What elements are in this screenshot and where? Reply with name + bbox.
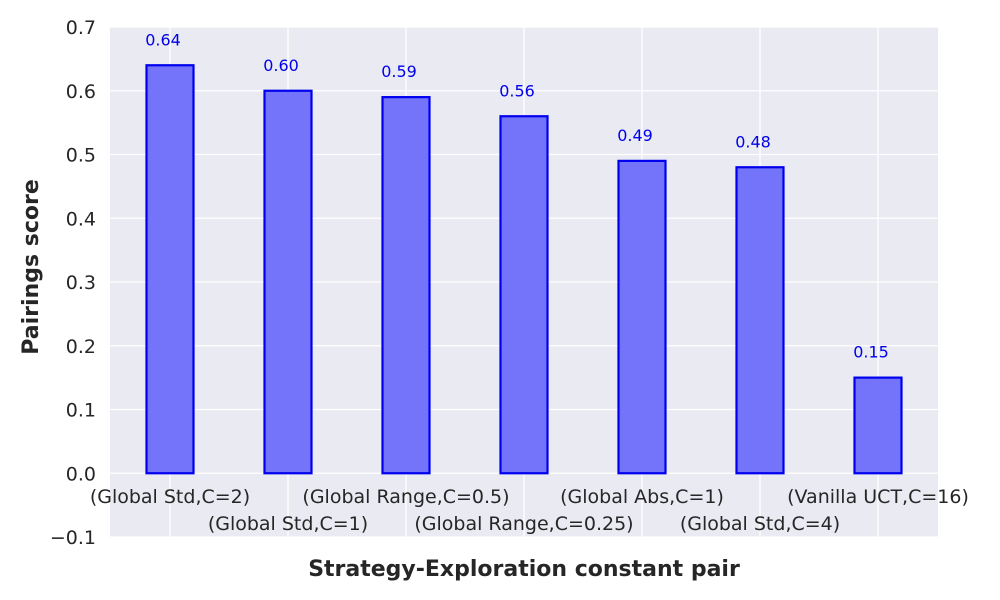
bars (145, 64, 903, 475)
data-label: 0.49 (617, 126, 653, 145)
data-label: 0.64 (145, 30, 181, 49)
y-axis-title: Pairings score (19, 179, 44, 355)
x-category-label: (Global Range,C=0.25) (414, 513, 633, 535)
y-tick-label: 0.5 (66, 145, 96, 167)
x-category-label: (Global Abs,C=1) (560, 486, 724, 508)
y-tick-label: −0.1 (50, 527, 96, 549)
data-label: 0.48 (735, 132, 771, 151)
bar (617, 159, 667, 475)
x-category-label: (Global Std,C=1) (208, 513, 368, 535)
x-category-label: (Vanilla UCT,C=16) (787, 486, 969, 508)
data-label: 0.60 (263, 56, 299, 75)
y-tick-label: 0.6 (66, 81, 96, 103)
y-tick-label: 0.7 (66, 17, 96, 39)
x-axis-title: Strategy-Exploration constant pair (308, 557, 740, 582)
y-tick-label: 0.0 (66, 463, 96, 485)
x-category-label: (Global Std,C=4) (680, 513, 840, 535)
data-label: 0.56 (499, 81, 535, 100)
bar (381, 96, 431, 475)
bar (145, 64, 195, 475)
bar (853, 376, 903, 475)
data-label: 0.15 (853, 343, 889, 362)
x-axis-categories: (Global Std,C=2) (Global Std,C=1) (Global … (90, 486, 969, 535)
y-tick-label: 0.4 (66, 208, 96, 230)
data-label: 0.59 (381, 62, 417, 81)
x-category-label: (Global Std,C=2) (90, 486, 250, 508)
data-labels: 0.64 0.60 0.59 0.56 0.49 0.48 0.15 (145, 30, 889, 361)
y-tick-label: 0.3 (66, 272, 96, 294)
y-tick-label: 0.1 (66, 400, 96, 422)
bar (499, 115, 549, 475)
bar (263, 89, 313, 475)
y-axis-ticks: −0.1 0.0 0.1 0.2 0.3 0.4 0.5 0.6 0.7 (50, 17, 96, 549)
x-category-label: (Global Range,C=0.5) (302, 486, 509, 508)
y-tick-label: 0.2 (66, 336, 96, 358)
bar (735, 166, 785, 475)
